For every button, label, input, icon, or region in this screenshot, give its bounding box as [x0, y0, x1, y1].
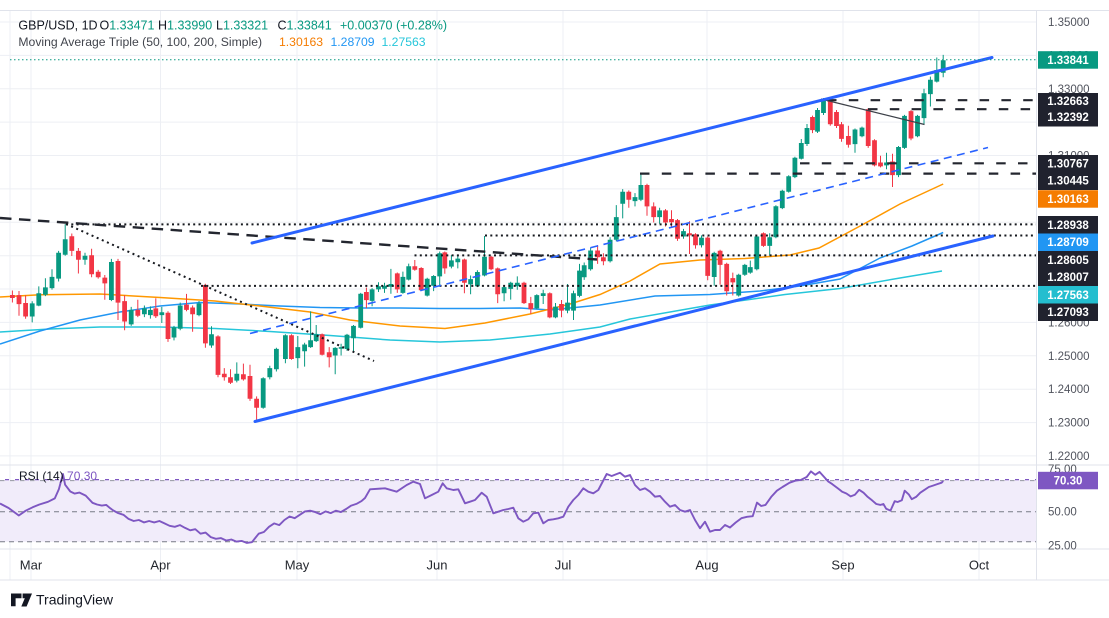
- svg-text:Sep: Sep: [831, 558, 854, 573]
- svg-text:1.30767: 1.30767: [1047, 158, 1089, 170]
- svg-text:25.00: 25.00: [1048, 541, 1077, 553]
- svg-text:RSI (14) 70.30: RSI (14) 70.30: [19, 469, 97, 483]
- svg-text:1.28007: 1.28007: [1047, 272, 1089, 284]
- svg-text:Oct: Oct: [969, 558, 990, 573]
- svg-text:1.22000: 1.22000: [1048, 451, 1090, 463]
- svg-text:1.28709: 1.28709: [1047, 237, 1089, 249]
- svg-text:1.28605: 1.28605: [1047, 255, 1089, 267]
- svg-text:1.23000: 1.23000: [1048, 418, 1090, 430]
- svg-text:May: May: [285, 558, 310, 573]
- svg-text:1.28938: 1.28938: [1047, 220, 1089, 232]
- svg-text:1.32392: 1.32392: [1047, 112, 1089, 124]
- svg-text:1.33000: 1.33000: [1048, 84, 1090, 96]
- svg-text:Mar: Mar: [20, 558, 43, 573]
- svg-text:Moving Average Triple (50, 100: Moving Average Triple (50, 100, 200, Sim…: [18, 35, 425, 49]
- svg-text:70.30: 70.30: [1054, 476, 1083, 488]
- svg-text:Aug: Aug: [695, 558, 718, 573]
- svg-text:1.35000: 1.35000: [1048, 17, 1090, 29]
- svg-text:1.30163: 1.30163: [1047, 194, 1089, 206]
- svg-text:1.30445: 1.30445: [1047, 176, 1089, 188]
- svg-text:TradingView: TradingView: [36, 592, 114, 608]
- svg-text:1.32663: 1.32663: [1047, 96, 1089, 108]
- svg-text:Apr: Apr: [150, 558, 171, 573]
- svg-text:Jun: Jun: [427, 558, 448, 573]
- svg-text:1.33841: 1.33841: [1047, 55, 1089, 67]
- svg-text:1.27093: 1.27093: [1047, 307, 1089, 319]
- svg-text:50.00: 50.00: [1048, 507, 1077, 519]
- svg-text:1.27563: 1.27563: [1047, 290, 1089, 302]
- svg-text:1.25000: 1.25000: [1048, 351, 1090, 363]
- svg-text:Jul: Jul: [555, 558, 572, 573]
- svg-text:1.24000: 1.24000: [1048, 384, 1090, 396]
